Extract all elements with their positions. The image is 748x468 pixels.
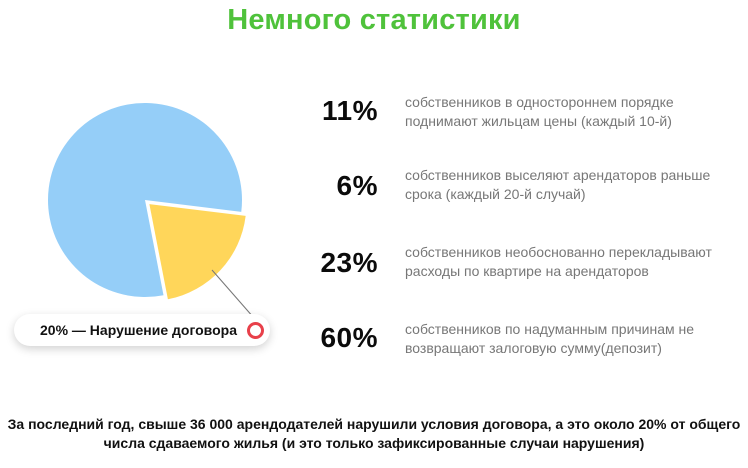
page-title: Немного статистики [227,4,521,36]
pie-callout-label: 20% — Нарушение договора [40,322,237,338]
stat-value: 60% [320,322,378,353]
pie-slice-highlight [149,204,246,300]
stat-description: собственников по надуманным причинам не … [405,321,695,356]
stat-description: собственников необоснованно перекладываю… [405,244,712,279]
stat-value: 23% [320,247,378,278]
stat-item-3: 23% собственников необоснованно переклад… [292,243,732,303]
callout-leader-line [211,269,255,319]
footer-note: За последний год, свыше 36 000 арендодат… [7,416,741,451]
stat-item-2: 6% собственников выселяют арендаторов ра… [292,166,732,226]
stat-description: собственников в одностороннем порядке по… [405,94,674,129]
pie-slice-main [47,102,242,297]
stat-value: 6% [336,170,378,201]
marker-ring-icon [247,322,264,339]
pie-callout: 20% — Нарушение договора [14,314,270,346]
stat-value: 11% [322,95,378,126]
stat-item-4: 60% собственников по надуманным причинам… [292,320,732,380]
stat-item-1: 11% собственников в одностороннем порядк… [292,93,732,153]
stat-description: собственников выселяют арендаторов раньш… [405,167,711,202]
